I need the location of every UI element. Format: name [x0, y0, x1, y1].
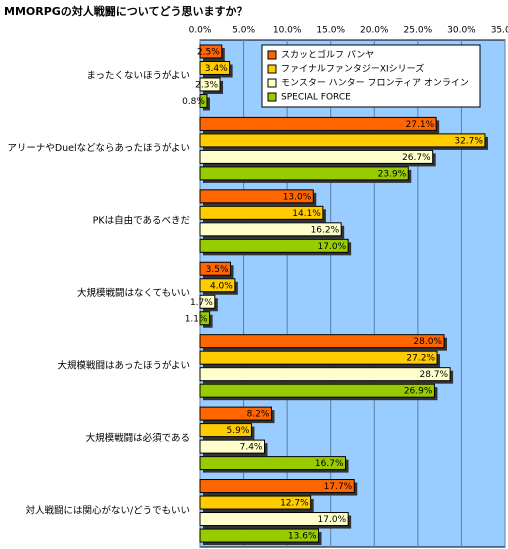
category-label: まったくないほうがよい: [86, 70, 190, 82]
value-label: 5.9%: [227, 426, 250, 436]
value-label: 32.7%: [454, 136, 483, 146]
value-label: 2.5%: [197, 47, 220, 57]
legend-swatch: [267, 64, 277, 74]
bar: [199, 528, 320, 543]
legend-swatch: [267, 92, 277, 102]
bar: [199, 60, 231, 75]
category-label: 大規模戦闘はなくてもいい: [77, 287, 190, 299]
legend-label: モンスター ハンター フロンティア オンライン: [281, 78, 469, 89]
value-label: 12.7%: [280, 499, 309, 509]
x-tick-label: 0.0%: [189, 26, 212, 36]
bar: [199, 350, 438, 365]
value-label: 23.9%: [378, 169, 407, 179]
bar: [199, 334, 445, 349]
bar: [199, 495, 312, 510]
x-tick-label: 30.0%: [447, 26, 476, 36]
value-label: 8.2%: [247, 410, 270, 420]
value-label: 17.0%: [318, 242, 347, 252]
x-tick-label: 10.0%: [273, 26, 302, 36]
value-label: 27.2%: [406, 354, 435, 364]
value-label: 26.7%: [402, 153, 431, 163]
bar: [199, 406, 272, 421]
bar: [199, 367, 451, 382]
value-label: 17.7%: [324, 482, 353, 492]
bar: [199, 383, 435, 398]
value-label: 16.7%: [315, 459, 344, 469]
bar: [199, 238, 349, 253]
bar: [199, 439, 265, 454]
legend-label: ファイナルファンタジーXIシリーズ: [281, 63, 424, 75]
value-label: 26.9%: [404, 387, 433, 397]
x-tick-label: 5.0%: [232, 26, 255, 36]
x-tick-label: 15.0%: [316, 26, 345, 36]
value-label: 2.3%: [195, 80, 218, 90]
value-label: 1.7%: [190, 298, 213, 308]
bar: [199, 278, 236, 293]
bar: [199, 189, 314, 204]
bar: [199, 93, 208, 108]
category-label: アリーナやDuelなどならあったほうがよい: [7, 142, 190, 154]
x-tick-label: 20.0%: [360, 26, 389, 36]
category-label: 大規模戦闘はあったほうがよい: [57, 359, 190, 371]
bar: [199, 261, 231, 276]
bar: [199, 116, 437, 131]
bar: [199, 479, 355, 494]
legend-swatch: [267, 50, 277, 60]
x-tick-label: 35.0%: [491, 26, 508, 36]
bar: [199, 205, 324, 220]
bar: [199, 512, 349, 527]
bar: [199, 222, 342, 237]
value-label: 28.0%: [413, 337, 442, 347]
value-label: 13.0%: [283, 192, 312, 202]
chart-title: MMORPGの対人戦闘についてどう思いますか？: [4, 4, 247, 18]
bar: [199, 149, 434, 164]
category-label: PKは自由であるべきだ: [93, 215, 191, 227]
legend-label: SPECIAL FORCE: [281, 93, 351, 103]
bar: [199, 423, 252, 438]
bar: [199, 133, 486, 148]
value-label: 7.4%: [240, 443, 263, 453]
value-label: 3.4%: [205, 64, 228, 74]
legend-swatch: [267, 78, 277, 88]
legend-box: [261, 44, 481, 108]
value-label: 14.1%: [292, 209, 321, 219]
category-label: 大規模戦闘は必須である: [86, 432, 190, 444]
value-label: 0.8%: [182, 97, 205, 107]
bar: [199, 456, 347, 471]
bar: [199, 166, 409, 181]
bar: [199, 44, 223, 59]
bar: [199, 311, 211, 326]
bar: [199, 77, 221, 92]
value-label: 16.2%: [311, 225, 340, 235]
value-label: 13.6%: [288, 532, 317, 542]
bar: [199, 294, 216, 309]
legend-label: スカッとゴルフ パンヤ: [281, 49, 374, 61]
category-label: 対人戦闘には関心がない/どうでもいい: [25, 504, 190, 516]
x-tick-label: 25.0%: [404, 26, 433, 36]
value-label: 3.5%: [206, 265, 229, 275]
value-label: 1.1%: [185, 314, 208, 324]
value-label: 28.7%: [420, 370, 449, 380]
value-label: 27.1%: [406, 120, 435, 130]
value-label: 17.0%: [318, 515, 347, 525]
value-label: 4.0%: [210, 281, 233, 291]
